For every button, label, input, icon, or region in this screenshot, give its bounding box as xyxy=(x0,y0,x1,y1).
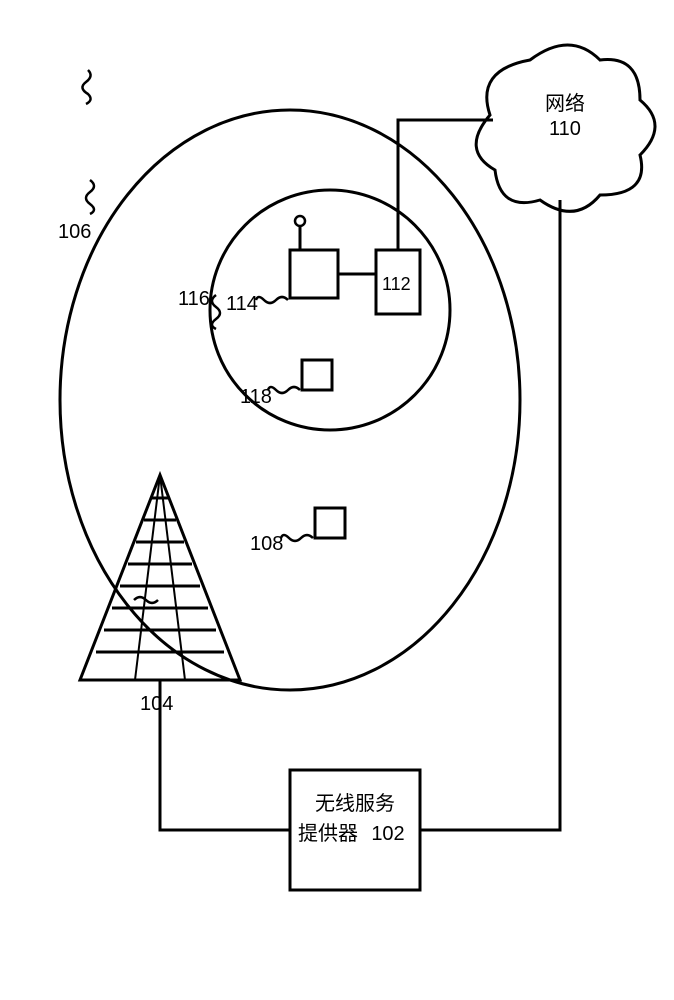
label-112: 112 xyxy=(382,274,411,294)
label-106: 106 xyxy=(58,221,91,243)
label-provider-line1: 无线服务 xyxy=(315,792,395,815)
network-cloud-110: 网络 110 xyxy=(476,45,655,211)
label-110: 110 xyxy=(549,118,581,140)
router-114: 114 xyxy=(226,216,376,315)
label-116: 116 xyxy=(178,288,210,310)
connection-lines xyxy=(160,120,560,830)
label-114: 114 xyxy=(226,293,258,315)
label-network: 网络 xyxy=(545,92,585,115)
label-104: 104 xyxy=(140,693,173,715)
label-provider-line2: 提供器 xyxy=(298,822,358,845)
figure-ref-100 xyxy=(82,70,90,104)
provider-box-102: 无线服务 提供器 102 xyxy=(290,770,420,890)
label-118: 118 xyxy=(240,386,272,408)
label-108: 108 xyxy=(250,533,283,555)
device-108: 108 xyxy=(250,508,345,555)
label-102: 102 xyxy=(371,823,404,845)
cell-tower-104: 104 xyxy=(80,475,240,715)
device-118: 118 xyxy=(240,360,332,408)
modem-112: 112 xyxy=(376,250,420,314)
